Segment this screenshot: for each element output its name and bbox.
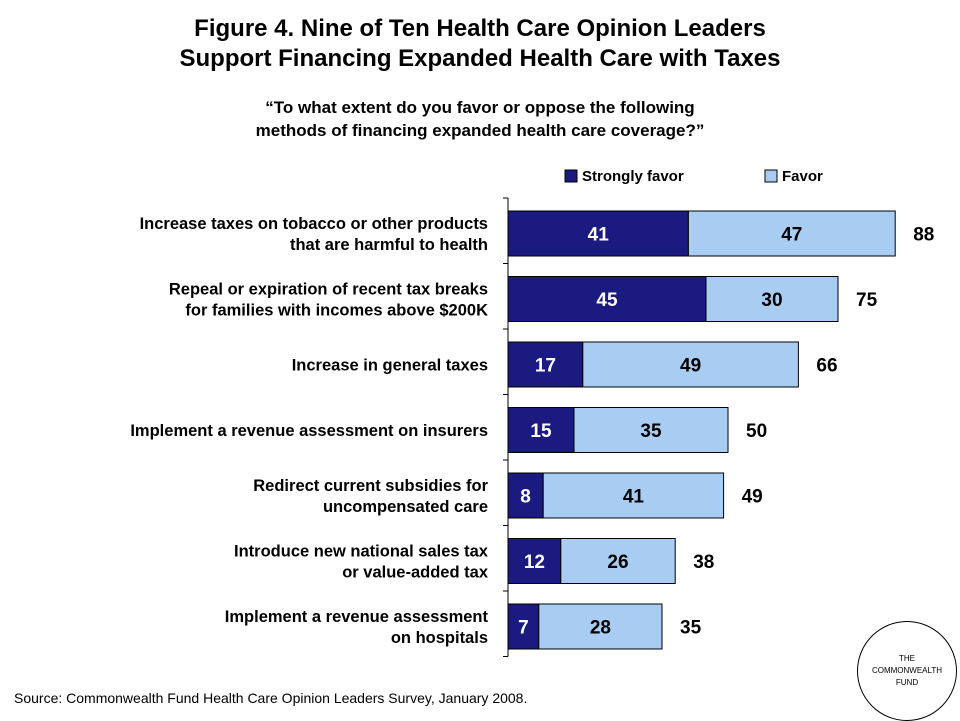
bar-total-label: 50 xyxy=(746,421,767,442)
bar-favor xyxy=(705,276,839,322)
category-label: Increase in general taxes xyxy=(292,357,488,375)
bar-strongly-favor xyxy=(507,407,575,453)
category-label: uncompensated care xyxy=(323,498,488,516)
chart-subtitle: “To what extent do you favor or oppose t… xyxy=(0,96,960,142)
category-label: Redirect current subsidies for xyxy=(253,477,488,495)
bar-favor xyxy=(538,603,663,650)
bar-value-label: 45 xyxy=(596,290,618,311)
bar-value-label: 47 xyxy=(781,225,802,246)
bar-value-label: 26 xyxy=(607,552,628,573)
source-note: Source: Commonwealth Fund Health Care Op… xyxy=(14,690,528,706)
chart-title-line-1: Figure 4. Nine of Ten Health Care Opinio… xyxy=(194,15,766,42)
category-label: Introduce new national sales tax xyxy=(234,543,489,561)
bar-value-label: 17 xyxy=(535,356,556,377)
bar-value-label: 41 xyxy=(588,225,610,246)
chart-title: Figure 4. Nine of Ten Health Care Opinio… xyxy=(0,14,960,74)
bar-value-label: 30 xyxy=(761,290,782,311)
bar-total-label: 66 xyxy=(816,356,837,377)
bar-value-label: 7 xyxy=(518,618,529,639)
category-label: Implement a revenue assessment on insure… xyxy=(130,422,488,440)
category-label: that are harmful to health xyxy=(290,236,488,254)
logo-line-3: FUND xyxy=(895,678,919,687)
bar-total-label: 35 xyxy=(680,618,702,639)
commonwealth-fund-logo: THE COMMONWEALTH FUND xyxy=(857,621,957,721)
bar-value-label: 41 xyxy=(623,487,645,508)
category-label: Increase taxes on tobacco or other produ… xyxy=(140,215,488,233)
category-label: on hospitals xyxy=(391,629,488,647)
bar-strongly-favor xyxy=(507,538,562,584)
bar-strongly-favor xyxy=(507,472,544,519)
category-label: for families with incomes above $200K xyxy=(185,302,488,320)
legend-swatch-strongly-favor xyxy=(564,169,578,183)
bar-favor xyxy=(542,472,725,519)
bar-value-label: 8 xyxy=(520,487,531,508)
bar-value-label: 28 xyxy=(590,618,611,639)
category-label: or value-added tax xyxy=(342,564,489,582)
legend-label-favor: Favor xyxy=(782,168,823,185)
bar-strongly-favor xyxy=(507,603,540,650)
legend-label-strongly-favor: Strongly favor xyxy=(582,168,684,185)
bar-favor xyxy=(582,341,799,388)
bar-value-label: 35 xyxy=(640,421,662,442)
category-label: Repeal or expiration of recent tax break… xyxy=(169,281,488,299)
category-label: Implement a revenue assessment xyxy=(225,608,489,626)
logo-line-1: THE xyxy=(899,654,915,663)
chart-subtitle-line-2: methods of financing expanded health car… xyxy=(255,121,705,140)
bar-value-label: 49 xyxy=(680,356,701,377)
legend-swatch-favor xyxy=(764,169,778,183)
chart-title-line-2: Support Financing Expanded Health Care w… xyxy=(179,45,781,72)
bar-value-label: 12 xyxy=(524,552,545,573)
bar-total-label: 38 xyxy=(693,552,714,573)
bar-strongly-favor xyxy=(507,341,584,388)
bar-value-label: 15 xyxy=(530,421,552,442)
chart-subtitle-line-1: “To what extent do you favor or oppose t… xyxy=(265,98,695,117)
logo-line-2: COMMONWEALTH xyxy=(871,666,943,675)
bar-total-label: 88 xyxy=(913,225,934,246)
bar-favor xyxy=(687,210,896,257)
bar-total-label: 49 xyxy=(742,487,763,508)
bar-favor xyxy=(573,407,729,453)
bar-total-label: 75 xyxy=(856,290,878,311)
bar-favor xyxy=(560,538,676,584)
